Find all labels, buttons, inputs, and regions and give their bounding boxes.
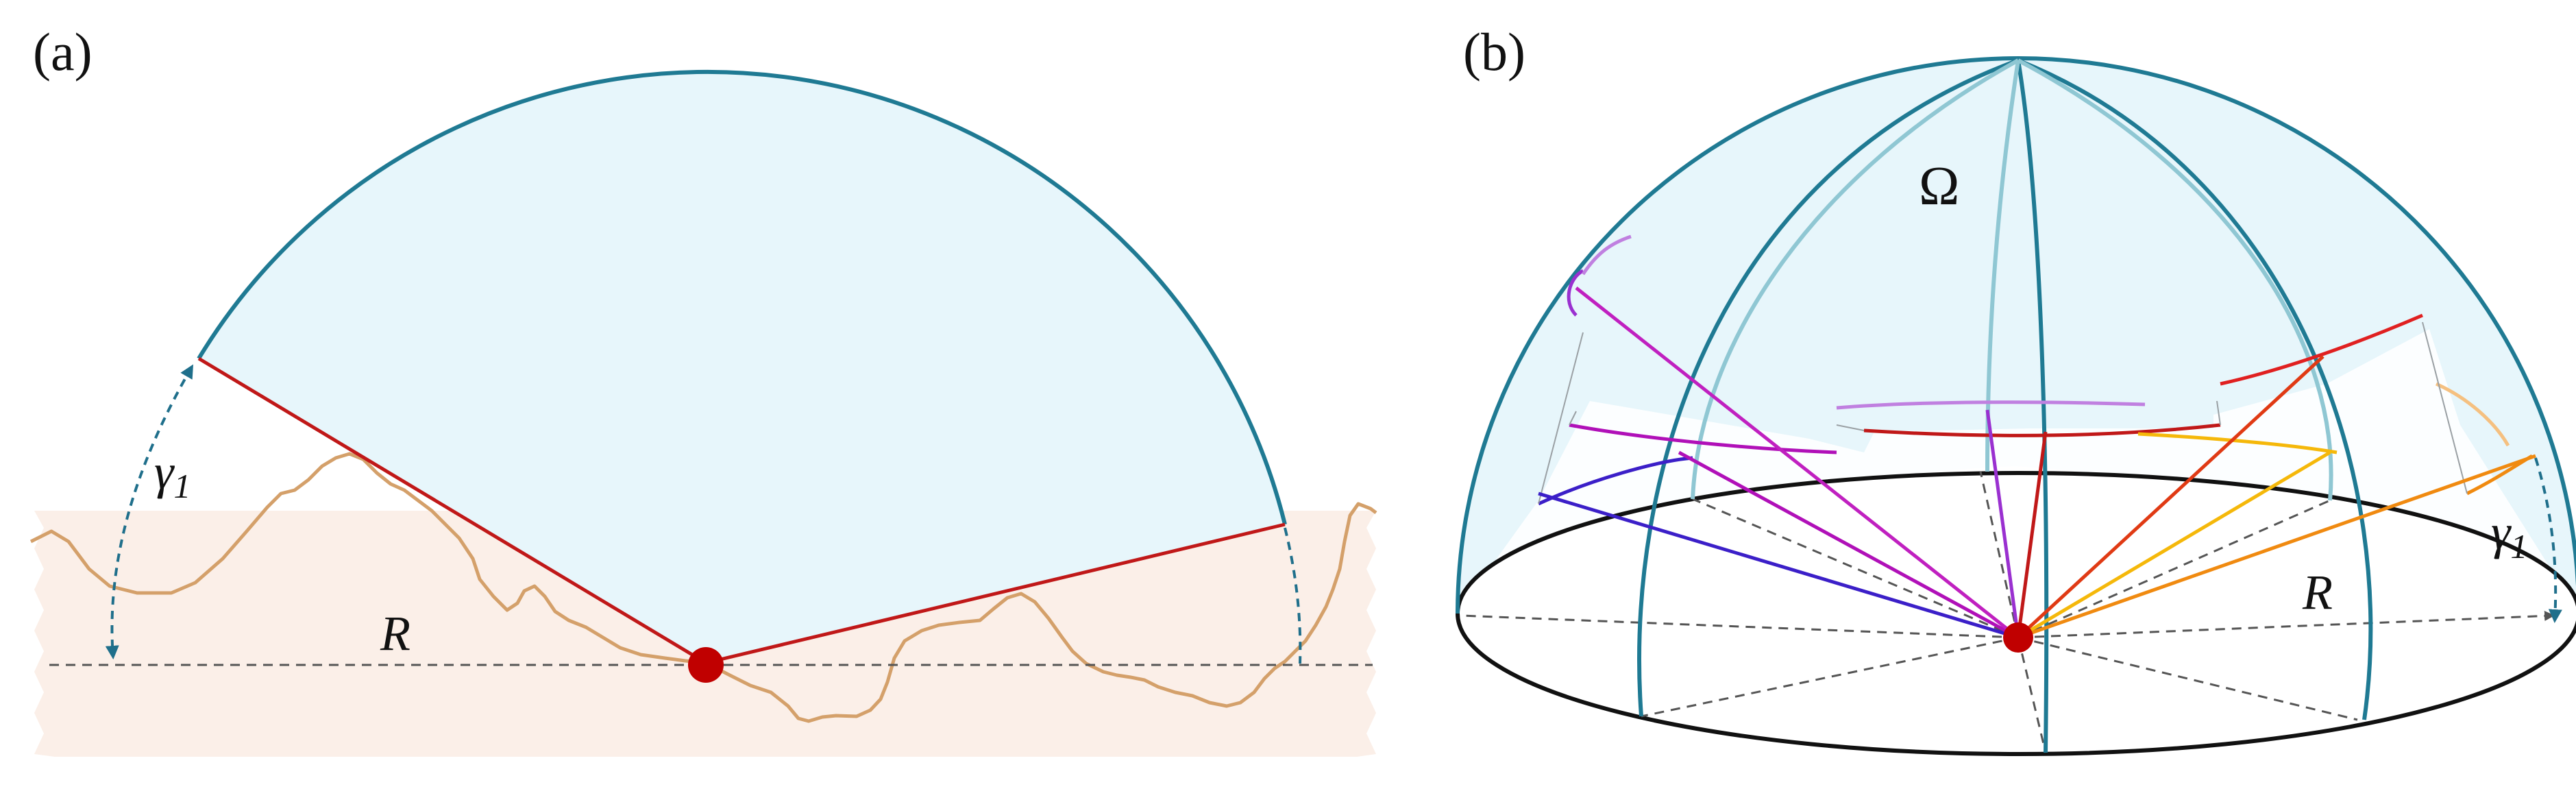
radius-label-b: R [2302,565,2333,620]
dome-arc [197,70,1287,525]
horizon-ellipse [1456,471,2576,756]
horizon-boundary-curves [1537,234,2534,506]
dome-meridians [1456,56,2576,753]
observer-point-icon-b [2003,622,2033,653]
sight-rays [1538,287,2536,640]
visible-sky-sector [199,71,1285,664]
omega-label: Ω [1919,156,1959,217]
obscured-region-outline [1538,321,2468,505]
terrain-profile [29,452,1377,723]
observer-point-icon [688,647,724,683]
panel-b: (b) [1456,22,2576,756]
ground-radials [1460,471,2555,753]
dome-obscured-region [1460,329,2576,610]
gamma-label-a: γ1 [154,444,191,505]
panel-b-label: (b) [1463,22,1525,82]
radius-label-a: R [380,606,410,661]
panel-a-label: (a) [33,22,93,82]
gamma-arc-b [2534,457,2562,623]
panel-a: (a) γ1 R [29,22,1377,757]
horizon-ray-right [705,522,1286,665]
gamma-label-b: γ1 [2491,505,2527,566]
gamma-arc-left [105,364,194,659]
horizon-ray-left [197,356,707,665]
gamma-arc-right [1284,527,1302,664]
